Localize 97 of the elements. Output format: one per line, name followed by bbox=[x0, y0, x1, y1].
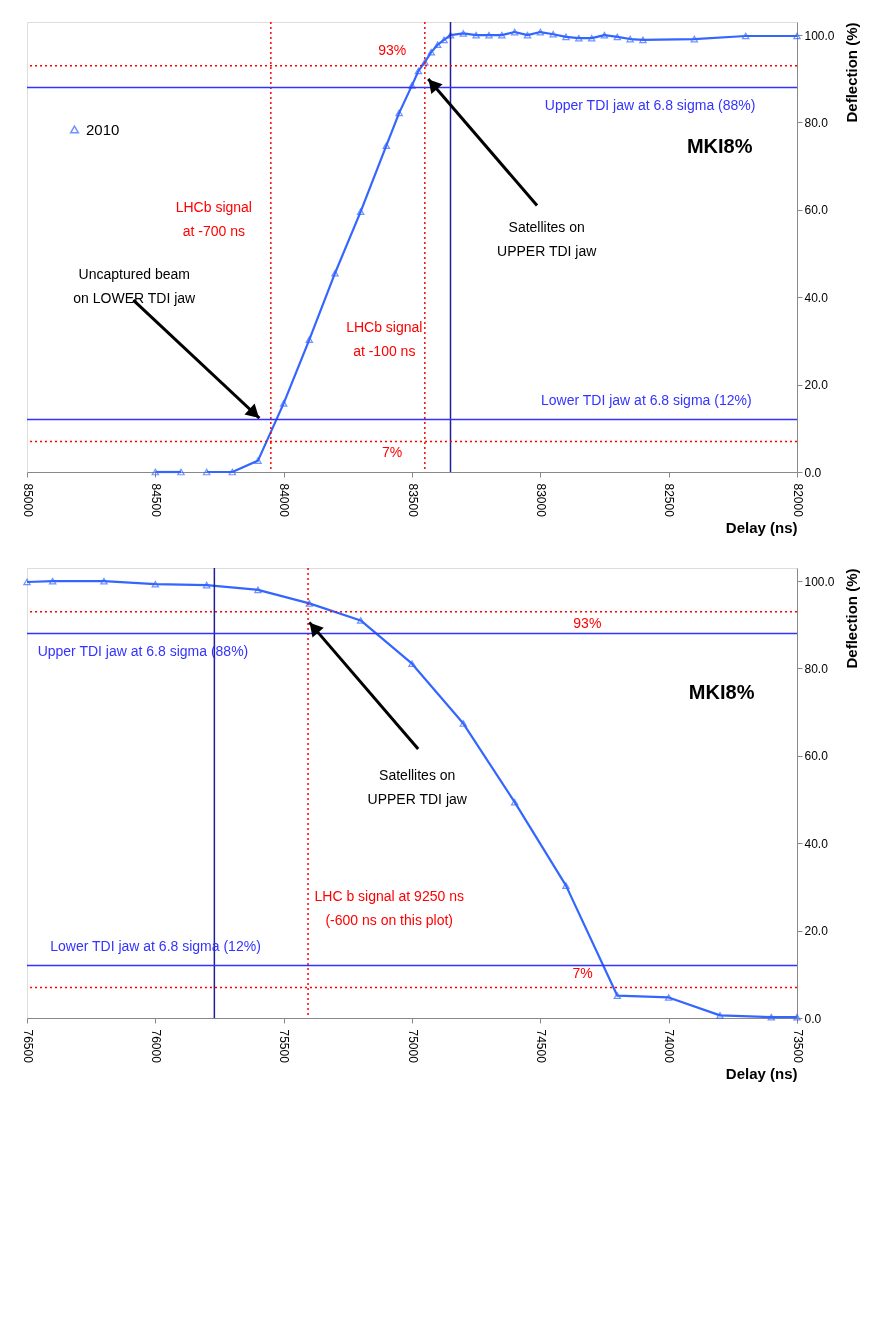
y-tick-label: 100.0 bbox=[804, 574, 835, 589]
y-axis-title: Deflection (%) bbox=[842, 22, 860, 123]
x-tick-label: 73500 bbox=[790, 1029, 805, 1064]
x-tick-label: 84500 bbox=[148, 483, 163, 518]
point bbox=[440, 36, 448, 44]
ref-line-label: Upper TDI jaw at 6.8 sigma (88%) bbox=[544, 96, 756, 113]
point bbox=[562, 33, 570, 41]
point bbox=[427, 48, 436, 56]
x-tick-label: 75000 bbox=[405, 1029, 420, 1064]
annotation: Satellites on UPPER TDI jaw bbox=[367, 766, 468, 807]
annotation: Uncaptured beam on LOWER TDI jaw bbox=[73, 266, 197, 307]
point bbox=[498, 31, 506, 39]
ref-line-label: 7% bbox=[572, 964, 593, 981]
y-tick-label: 60.0 bbox=[804, 749, 829, 764]
point bbox=[356, 617, 365, 624]
point bbox=[472, 31, 480, 39]
y-tick-label: 20.0 bbox=[804, 378, 829, 393]
point bbox=[151, 468, 160, 476]
y-tick-label: 100.0 bbox=[804, 28, 835, 43]
point bbox=[408, 660, 416, 668]
point bbox=[23, 578, 31, 586]
point bbox=[626, 35, 634, 43]
y-tick-label: 0.0 bbox=[804, 1011, 822, 1026]
point bbox=[459, 30, 468, 37]
ref-line-label: 93% bbox=[573, 614, 602, 631]
point bbox=[716, 1012, 724, 1019]
x-tick-label: 74000 bbox=[662, 1029, 677, 1064]
point bbox=[414, 67, 423, 75]
point bbox=[279, 400, 288, 407]
x-tick-label: 76500 bbox=[20, 1029, 35, 1064]
y-tick-label: 20.0 bbox=[804, 924, 829, 939]
point bbox=[382, 142, 391, 149]
point bbox=[600, 31, 609, 39]
y-tick-label: 60.0 bbox=[804, 203, 829, 218]
x-tick-label: 75500 bbox=[277, 1029, 292, 1064]
x-tick-label: 85000 bbox=[20, 483, 35, 518]
ref-line-label: LHCb signal at -700 ns bbox=[175, 199, 252, 240]
point bbox=[767, 1013, 776, 1021]
y-tick-label: 40.0 bbox=[804, 290, 829, 305]
ref-line-label: Lower TDI jaw at 6.8 sigma (12%) bbox=[540, 392, 752, 409]
y-tick-label: 40.0 bbox=[804, 836, 829, 851]
point bbox=[395, 109, 403, 117]
point bbox=[793, 32, 801, 40]
annotation: MKI8% bbox=[688, 681, 755, 704]
point bbox=[575, 34, 583, 42]
point bbox=[202, 468, 211, 476]
x-tick-label: 82000 bbox=[790, 483, 805, 518]
x-tick-label: 82500 bbox=[662, 483, 677, 518]
ref-line-label: 93% bbox=[378, 41, 407, 58]
ref-line-label: 7% bbox=[382, 443, 403, 460]
point bbox=[305, 600, 314, 607]
point bbox=[587, 34, 596, 42]
point bbox=[408, 82, 416, 89]
x-tick-label: 76000 bbox=[148, 1029, 163, 1064]
x-tick-label: 83000 bbox=[533, 483, 548, 518]
point bbox=[433, 41, 442, 49]
point bbox=[639, 36, 647, 44]
point bbox=[510, 798, 519, 806]
point bbox=[48, 577, 57, 585]
point bbox=[177, 468, 185, 476]
x-tick-label: 83500 bbox=[405, 483, 420, 518]
ref-line-label: LHCb signal at -100 ns bbox=[346, 319, 423, 360]
point bbox=[254, 586, 262, 594]
point bbox=[510, 28, 519, 36]
point bbox=[741, 32, 750, 40]
point bbox=[523, 31, 532, 39]
y-tick-label: 0.0 bbox=[804, 465, 822, 480]
point bbox=[613, 33, 622, 41]
annotation: Satellites on UPPER TDI jaw bbox=[497, 219, 598, 260]
point bbox=[690, 35, 699, 43]
point bbox=[446, 31, 455, 39]
point bbox=[664, 994, 673, 1001]
x-axis-title: Delay (ns) bbox=[725, 518, 798, 536]
point bbox=[151, 580, 160, 588]
point bbox=[459, 720, 468, 727]
point bbox=[254, 457, 262, 464]
x-axis-title: Delay (ns) bbox=[725, 1064, 798, 1082]
point bbox=[562, 882, 570, 889]
y-tick-label: 80.0 bbox=[804, 661, 829, 676]
y-tick-label: 80.0 bbox=[804, 115, 829, 130]
x-tick-label: 84000 bbox=[277, 483, 292, 518]
point bbox=[356, 208, 365, 215]
point bbox=[228, 468, 237, 476]
point bbox=[331, 269, 339, 277]
annotation: MKI8% bbox=[686, 135, 753, 158]
point bbox=[613, 992, 622, 1000]
point bbox=[202, 581, 211, 589]
point bbox=[536, 28, 545, 36]
point bbox=[100, 577, 108, 585]
point bbox=[485, 31, 493, 39]
y-axis-title: Deflection (%) bbox=[842, 568, 860, 669]
ref-line-label: LHC b signal at 9250 ns (-600 ns on this plot) bbox=[314, 887, 464, 928]
point bbox=[421, 58, 429, 66]
legend-label: 2010 bbox=[86, 120, 120, 138]
x-tick-label: 74500 bbox=[533, 1029, 548, 1064]
point bbox=[549, 30, 557, 38]
point bbox=[305, 336, 314, 343]
